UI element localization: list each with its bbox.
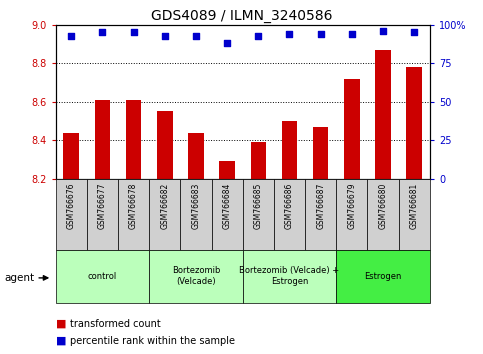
Text: Bortezomib (Velcade) +
Estrogen: Bortezomib (Velcade) + Estrogen [240,267,340,286]
Text: ■: ■ [56,319,66,329]
Point [129,30,137,35]
Text: ■: ■ [56,336,66,346]
Bar [188,132,204,179]
Bar [95,100,110,179]
Text: Bortezomib
(Velcade): Bortezomib (Velcade) [172,267,220,286]
Bar [251,142,266,179]
Bar [336,179,368,250]
Bar [56,179,87,250]
Bar [180,179,212,250]
Bar [407,67,422,179]
Text: GSM766687: GSM766687 [316,182,325,229]
Point [223,40,231,46]
Bar [336,250,430,303]
Text: transformed count: transformed count [70,319,161,329]
Bar [242,179,274,250]
Bar [87,179,118,250]
Point [317,31,325,37]
Text: GSM766683: GSM766683 [191,182,200,229]
Bar [219,161,235,179]
Text: GSM766679: GSM766679 [347,182,356,229]
Text: GSM766680: GSM766680 [379,182,387,229]
Text: GSM766677: GSM766677 [98,182,107,229]
Bar [368,179,398,250]
Point [255,33,262,38]
Text: GSM766678: GSM766678 [129,182,138,229]
Text: control: control [88,272,117,281]
Point [161,33,169,38]
Text: percentile rank within the sample: percentile rank within the sample [70,336,235,346]
Text: Estrogen: Estrogen [364,272,402,281]
Text: agent: agent [5,273,35,283]
Point [348,31,356,37]
Bar [149,250,242,303]
Bar [157,112,172,179]
Bar [56,250,149,303]
Bar [118,179,149,250]
Bar [63,132,79,179]
Bar [398,179,430,250]
Bar [305,179,336,250]
Bar [126,100,142,179]
Text: GSM766682: GSM766682 [160,182,169,229]
Point [411,30,418,35]
Text: GSM766684: GSM766684 [223,182,232,229]
Point [285,31,293,37]
Text: GSM766685: GSM766685 [254,182,263,229]
Bar [375,50,391,179]
Text: GDS4089 / ILMN_3240586: GDS4089 / ILMN_3240586 [151,9,332,23]
Bar [344,79,360,179]
Bar [149,179,180,250]
Text: GSM766676: GSM766676 [67,182,76,229]
Point [379,28,387,34]
Bar [313,127,328,179]
Bar [212,179,242,250]
Bar [274,179,305,250]
Point [192,33,200,38]
Text: GSM766681: GSM766681 [410,182,419,229]
Bar [242,250,336,303]
Point [67,33,75,38]
Bar [282,121,298,179]
Point [99,30,106,35]
Text: GSM766686: GSM766686 [285,182,294,229]
